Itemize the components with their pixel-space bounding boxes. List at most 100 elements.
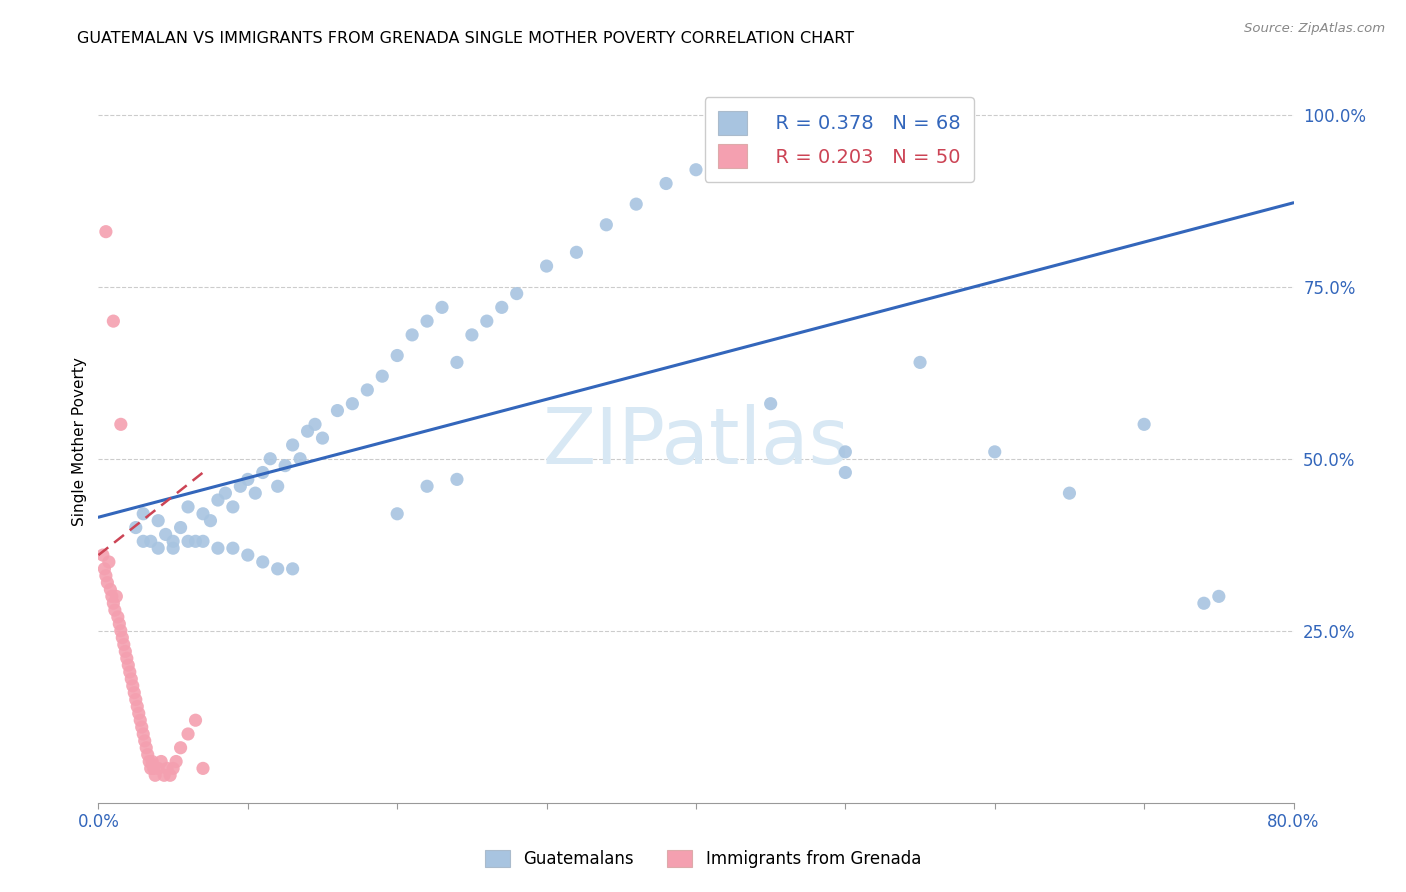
Point <box>491 301 513 315</box>
Point <box>107 610 129 624</box>
Point <box>281 438 304 452</box>
Point <box>135 740 157 755</box>
Point <box>595 218 617 232</box>
Point <box>245 486 267 500</box>
Text: ZIPatlas: ZIPatlas <box>543 403 849 480</box>
Point <box>759 397 782 411</box>
Point <box>136 747 159 762</box>
Point <box>214 486 236 500</box>
Point <box>297 424 319 438</box>
Point <box>207 541 229 556</box>
Point <box>112 638 135 652</box>
Point <box>191 534 214 549</box>
Point <box>200 514 222 528</box>
Point <box>142 761 165 775</box>
Point <box>401 327 423 342</box>
Point <box>356 383 378 397</box>
Point <box>446 355 468 369</box>
Point <box>169 740 191 755</box>
Point <box>139 761 162 775</box>
Point <box>104 603 127 617</box>
Point <box>101 590 124 604</box>
Point <box>162 761 184 775</box>
Point <box>98 582 122 597</box>
Point <box>984 445 1007 459</box>
Point <box>143 768 166 782</box>
Legend: Guatemalans, Immigrants from Grenada: Guatemalans, Immigrants from Grenada <box>478 843 928 875</box>
Point <box>908 355 931 369</box>
Point <box>385 349 409 363</box>
Point <box>259 451 281 466</box>
Point <box>267 562 290 576</box>
Point <box>177 500 200 514</box>
Point <box>461 327 484 342</box>
Point <box>103 596 125 610</box>
Point <box>184 534 207 549</box>
Point <box>281 562 304 576</box>
Legend:   R = 0.378   N = 68,   R = 0.203   N = 50: R = 0.378 N = 68, R = 0.203 N = 50 <box>704 97 974 182</box>
Point <box>165 755 187 769</box>
Point <box>169 520 191 534</box>
Point <box>371 369 394 384</box>
Point <box>191 761 214 775</box>
Point <box>288 451 311 466</box>
Point <box>118 665 141 679</box>
Point <box>153 768 176 782</box>
Point <box>148 761 170 775</box>
Point <box>207 493 229 508</box>
Point <box>222 541 245 556</box>
Point <box>536 259 558 273</box>
Point <box>103 314 125 328</box>
Point <box>565 245 588 260</box>
Point <box>121 679 143 693</box>
Point <box>416 314 439 328</box>
Point <box>93 562 115 576</box>
Point <box>111 631 134 645</box>
Point <box>132 727 155 741</box>
Point <box>108 616 131 631</box>
Point <box>128 706 150 721</box>
Point <box>94 568 117 582</box>
Point <box>304 417 326 432</box>
Point <box>1133 417 1156 432</box>
Point <box>162 541 184 556</box>
Point <box>626 197 648 211</box>
Point <box>834 445 856 459</box>
Point <box>155 527 177 541</box>
Point <box>125 692 148 706</box>
Point <box>191 507 214 521</box>
Point <box>127 699 149 714</box>
Point <box>97 555 120 569</box>
Point <box>229 479 252 493</box>
Point <box>117 658 139 673</box>
Point <box>91 548 114 562</box>
Point <box>267 479 290 493</box>
Point <box>148 541 170 556</box>
Point <box>96 575 118 590</box>
Point <box>134 734 156 748</box>
Point <box>274 458 297 473</box>
Point <box>430 301 453 315</box>
Text: GUATEMALAN VS IMMIGRANTS FROM GRENADA SINGLE MOTHER POVERTY CORRELATION CHART: GUATEMALAN VS IMMIGRANTS FROM GRENADA SI… <box>77 31 855 46</box>
Point <box>110 624 132 638</box>
Point <box>177 727 200 741</box>
Point <box>94 225 117 239</box>
Point <box>110 417 132 432</box>
Point <box>141 755 163 769</box>
Point <box>114 644 136 658</box>
Text: Source: ZipAtlas.com: Source: ZipAtlas.com <box>1244 22 1385 36</box>
Point <box>222 500 245 514</box>
Point <box>120 672 142 686</box>
Point <box>132 507 155 521</box>
Point <box>416 479 439 493</box>
Point <box>1059 486 1081 500</box>
Point <box>834 466 856 480</box>
Point <box>311 431 333 445</box>
Point <box>115 651 138 665</box>
Point <box>150 755 173 769</box>
Point <box>148 514 170 528</box>
Point <box>105 590 128 604</box>
Point <box>655 177 678 191</box>
Point <box>138 755 160 769</box>
Point <box>475 314 498 328</box>
